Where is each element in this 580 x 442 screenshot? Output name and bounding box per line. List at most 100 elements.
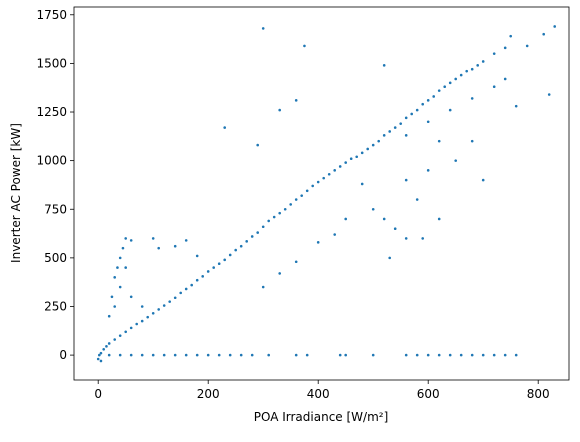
- point: [333, 169, 337, 172]
- point: [261, 225, 265, 229]
- point: [338, 353, 342, 357]
- y-tick-label: 1000: [36, 154, 67, 168]
- point: [344, 161, 348, 164]
- point: [250, 235, 254, 238]
- point: [547, 93, 551, 96]
- point: [459, 73, 463, 77]
- point: [110, 295, 114, 299]
- point: [118, 285, 122, 289]
- point: [426, 99, 430, 102]
- point: [184, 239, 188, 242]
- point: [454, 77, 458, 81]
- point: [201, 275, 204, 278]
- point: [151, 237, 155, 240]
- point: [393, 126, 397, 129]
- point: [437, 353, 441, 357]
- point: [344, 217, 348, 221]
- point: [98, 353, 101, 357]
- point: [481, 353, 485, 357]
- point: [393, 227, 397, 230]
- point: [294, 99, 298, 102]
- point: [250, 353, 254, 357]
- point: [470, 97, 474, 100]
- point: [316, 180, 320, 184]
- point: [492, 52, 496, 55]
- point: [256, 231, 260, 234]
- point: [129, 326, 133, 330]
- point: [448, 81, 452, 85]
- y-tick-label: 250: [44, 299, 67, 313]
- point: [514, 104, 518, 108]
- point: [195, 254, 199, 258]
- point: [118, 353, 122, 357]
- y-tick-label: 1500: [36, 56, 67, 70]
- point: [443, 85, 447, 89]
- y-tick-label: 500: [44, 251, 67, 265]
- point: [382, 134, 386, 137]
- point: [157, 246, 160, 250]
- point: [437, 89, 441, 92]
- point: [190, 283, 193, 287]
- point: [217, 353, 221, 357]
- point: [349, 157, 353, 160]
- point: [124, 237, 127, 240]
- point: [503, 77, 507, 81]
- point: [410, 112, 414, 116]
- point: [305, 353, 309, 357]
- point: [382, 64, 386, 67]
- point: [404, 134, 408, 137]
- point: [135, 322, 138, 326]
- point: [503, 353, 507, 357]
- point: [179, 291, 182, 295]
- point: [509, 34, 512, 38]
- point: [140, 305, 144, 308]
- point: [421, 237, 425, 240]
- point: [415, 353, 419, 357]
- point: [333, 233, 337, 236]
- x-axis-label: POA Irradiance [W/m²]: [254, 410, 389, 424]
- point: [168, 300, 171, 303]
- point: [322, 176, 326, 180]
- point: [303, 44, 306, 48]
- point: [388, 130, 392, 133]
- point: [129, 295, 133, 299]
- point: [492, 353, 496, 357]
- point: [267, 353, 271, 357]
- point: [151, 311, 155, 315]
- point: [294, 353, 298, 357]
- point: [173, 353, 177, 357]
- point: [228, 353, 232, 357]
- point: [415, 198, 419, 201]
- point: [261, 27, 265, 30]
- point: [99, 359, 103, 363]
- point: [404, 178, 408, 182]
- point: [470, 67, 474, 71]
- point: [426, 353, 430, 357]
- point: [206, 353, 210, 357]
- y-tick-label: 1750: [36, 8, 67, 22]
- point: [129, 353, 133, 357]
- point: [107, 342, 111, 345]
- point: [212, 266, 215, 269]
- point: [96, 357, 100, 361]
- point: [113, 338, 116, 341]
- point: [195, 278, 199, 282]
- point: [162, 304, 166, 307]
- point: [300, 194, 304, 197]
- point: [184, 353, 188, 357]
- point: [289, 203, 293, 206]
- point: [344, 353, 348, 357]
- point: [173, 296, 177, 300]
- point: [217, 262, 221, 266]
- point: [107, 314, 111, 318]
- point: [465, 69, 469, 73]
- point: [294, 260, 298, 264]
- point: [553, 25, 556, 28]
- point: [327, 172, 331, 176]
- y-tick-label: 0: [59, 348, 67, 362]
- point: [184, 287, 188, 291]
- y-tick-label: 750: [44, 202, 67, 216]
- point: [113, 305, 116, 308]
- point: [377, 139, 381, 143]
- point: [116, 266, 119, 269]
